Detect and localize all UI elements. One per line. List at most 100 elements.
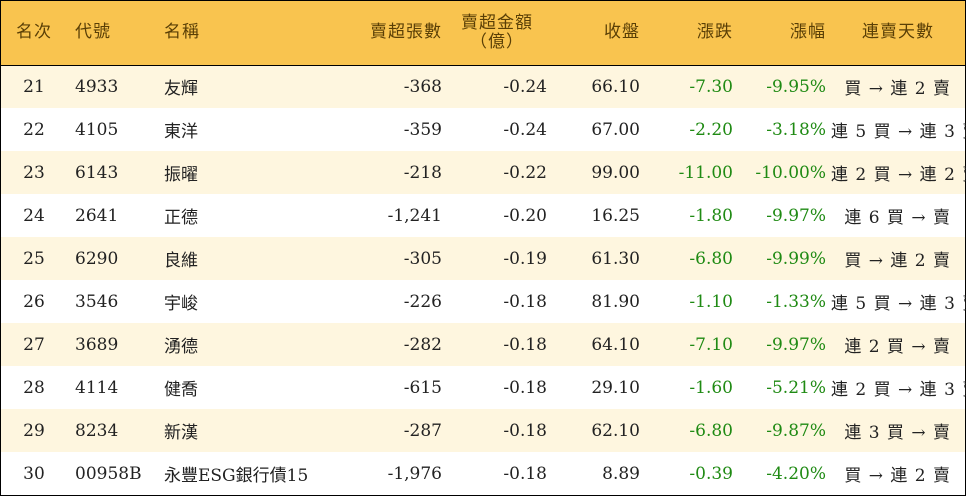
header-net-sell-amount[interactable]: 賣超金額 （億） — [446, 1, 551, 66]
cell-change: -2.20 — [689, 119, 733, 140]
cell-rank: 30 — [23, 463, 45, 484]
table-row[interactable]: 24 2641 正德 -1,241 -0.20 16.25 -1.80 -9.97% 連 6 買… — [1, 194, 965, 237]
cell-change: -7.10 — [689, 334, 733, 355]
cell-name: 良維 — [164, 251, 198, 271]
cell-name: 振曜 — [164, 165, 198, 185]
cell-net-sell-amount: -0.19 — [503, 248, 547, 269]
cell-net-sell-amount: -0.18 — [503, 377, 547, 398]
cell-name: 宇峻 — [164, 294, 198, 314]
header-name[interactable]: 名稱 — [160, 1, 315, 66]
cell-change: -0.39 — [689, 463, 733, 484]
cell-consecutive-days: 買 → 連 2 賣 — [844, 466, 951, 486]
header-row: 名次 代號 名稱 賣超張數 賣超金額 （億） 收盤 漲跌 漲幅 連賣天數 — [1, 1, 965, 66]
cell-code: 6143 — [75, 162, 119, 183]
cell-change: -1.80 — [689, 205, 733, 226]
cell-rank: 22 — [23, 119, 45, 140]
cell-rank: 27 — [23, 334, 45, 355]
cell-change: -6.80 — [689, 248, 733, 269]
table-row[interactable]: 30 00958B 永豐ESG銀行債15 -1,976 -0.18 8.89 -0.39 -4… — [1, 452, 965, 495]
cell-net-sell-volume: -287 — [403, 420, 442, 441]
cell-change-pct: -10.00% — [755, 162, 826, 183]
header-net-sell-amount-line2: （億） — [470, 31, 524, 52]
cell-net-sell-amount: -0.18 — [503, 334, 547, 355]
table-row[interactable]: 23 6143 振曜 -218 -0.22 99.00 -11.00 -10.00% 連 2 買… — [1, 151, 966, 194]
header-consecutive-days[interactable]: 連賣天數 — [830, 1, 965, 66]
table-row[interactable]: 22 4105 東洋 -359 -0.24 67.00 -2.20 -3.18% 連 5 買 →… — [1, 108, 966, 151]
cell-rank: 21 — [23, 76, 45, 97]
cell-name: 友輝 — [164, 79, 198, 100]
cell-rank: 29 — [23, 420, 45, 441]
header-rank[interactable]: 名次 — [1, 1, 67, 66]
header-net-sell-amount-line1: 賣超金額 — [461, 12, 533, 33]
table-row[interactable]: 29 8234 新漢 -287 -0.18 62.10 -6.80 -9.87% 連 3 買 →… — [1, 409, 965, 452]
table-header: 名次 代號 名稱 賣超張數 賣超金額 （億） 收盤 漲跌 漲幅 連賣天數 — [1, 1, 965, 66]
table-row[interactable]: 26 3546 宇峻 -226 -0.18 81.90 -1.10 -1.33% 連 5 買 →… — [1, 280, 966, 323]
cell-rank: 26 — [23, 291, 45, 312]
cell-net-sell-volume: -359 — [403, 119, 442, 140]
cell-close: 64.10 — [591, 334, 640, 355]
cell-rank: 23 — [23, 162, 45, 183]
header-change-pct[interactable]: 漲幅 — [737, 1, 830, 66]
header-net-sell-volume[interactable]: 賣超張數 — [315, 1, 446, 66]
cell-net-sell-amount: -0.18 — [503, 291, 547, 312]
cell-net-sell-volume: -305 — [403, 248, 442, 269]
cell-rank: 24 — [23, 205, 45, 226]
cell-close: 62.10 — [591, 420, 640, 441]
cell-consecutive-days: 連 6 買 → 賣 — [844, 208, 951, 228]
cell-net-sell-amount: -0.18 — [503, 463, 547, 484]
cell-change-pct: -4.20% — [766, 463, 826, 484]
table-row[interactable]: 25 6290 良維 -305 -0.19 61.30 -6.80 -9.99% 買 → 連 2… — [1, 237, 965, 280]
cell-net-sell-volume: -368 — [403, 76, 442, 97]
cell-name: 東洋 — [164, 122, 198, 142]
cell-net-sell-volume: -218 — [403, 162, 442, 183]
cell-rank: 28 — [23, 377, 45, 398]
cell-name: 健喬 — [164, 380, 198, 400]
cell-change: -11.00 — [678, 162, 733, 183]
table-row[interactable]: 27 3689 湧德 -282 -0.18 64.10 -7.10 -9.97% 連 2 買 →… — [1, 323, 965, 366]
cell-name: 正德 — [164, 208, 198, 228]
cell-change-pct: -9.97% — [766, 205, 826, 226]
cell-consecutive-days: 連 2 買 → 連 2 賣 — [831, 165, 966, 185]
cell-close: 81.90 — [591, 291, 640, 312]
cell-close: 66.10 — [591, 76, 640, 97]
cell-change-pct: -9.97% — [766, 334, 826, 355]
cell-close: 8.89 — [602, 463, 640, 484]
cell-code: 4933 — [75, 76, 119, 97]
cell-close: 29.10 — [591, 377, 640, 398]
cell-rank: 25 — [23, 248, 45, 269]
cell-net-sell-volume: -282 — [403, 334, 442, 355]
cell-net-sell-amount: -0.24 — [503, 76, 547, 97]
header-close[interactable]: 收盤 — [551, 1, 644, 66]
cell-close: 16.25 — [591, 205, 640, 226]
cell-net-sell-amount: -0.20 — [503, 205, 547, 226]
header-change[interactable]: 漲跌 — [644, 1, 737, 66]
cell-net-sell-volume: -1,976 — [387, 463, 442, 484]
cell-code: 8234 — [75, 420, 119, 441]
cell-net-sell-amount: -0.22 — [503, 162, 547, 183]
table-row[interactable]: 28 4114 健喬 -615 -0.18 29.10 -1.60 -5.21% 連 2 買 →… — [1, 366, 966, 409]
table-body: 21 4933 友輝 -368 -0.24 66.10 -7.30 -9.95% 買 → 連 2… — [1, 65, 966, 495]
table-row[interactable]: 21 4933 友輝 -368 -0.24 66.10 -7.30 -9.95% 買 → 連 2… — [1, 65, 965, 108]
cell-code: 4105 — [75, 119, 119, 140]
cell-consecutive-days: 買 → 連 2 賣 — [844, 79, 951, 100]
cell-name: 新漢 — [164, 423, 198, 443]
cell-code: 3689 — [75, 334, 119, 355]
cell-code: 4114 — [75, 377, 119, 398]
cell-consecutive-days: 買 → 連 2 賣 — [844, 251, 951, 271]
cell-consecutive-days: 連 2 買 → 連 3 賣 — [831, 380, 966, 400]
cell-code: 2641 — [75, 205, 119, 226]
header-code[interactable]: 代號 — [67, 1, 160, 66]
cell-close: 99.00 — [591, 162, 640, 183]
cell-net-sell-amount: -0.24 — [503, 119, 547, 140]
cell-consecutive-days: 連 2 買 → 賣 — [844, 337, 951, 357]
cell-name: 永豐ESG銀行債15 — [164, 466, 309, 486]
cell-close: 67.00 — [591, 119, 640, 140]
cell-change: -1.10 — [689, 291, 733, 312]
cell-consecutive-days: 連 5 買 → 連 3 賣 — [831, 122, 966, 142]
cell-net-sell-volume: -1,241 — [387, 205, 442, 226]
cell-change-pct: -9.87% — [766, 420, 826, 441]
cell-close: 61.30 — [591, 248, 640, 269]
cell-code: 3546 — [75, 291, 119, 312]
